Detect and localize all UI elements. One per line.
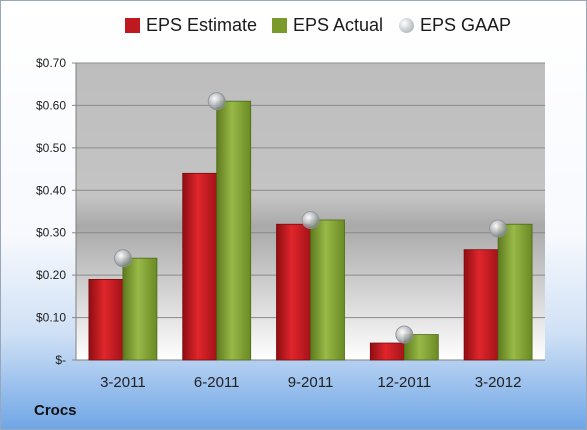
y-tick-label: $0.40 <box>36 183 66 197</box>
bar-eps-actual <box>216 100 252 361</box>
legend-swatch-estimate <box>125 18 140 33</box>
y-tick-label: $0.70 <box>36 56 66 70</box>
legend-label-estimate: EPS Estimate <box>146 15 258 35</box>
bar-eps-estimate <box>88 278 124 361</box>
x-tick-label: 9-2011 <box>288 374 334 391</box>
y-tick-label: $0.20 <box>36 268 66 282</box>
bar-eps-actual <box>122 257 158 361</box>
marker-eps-gaap <box>114 249 132 268</box>
y-tick-label: $0.10 <box>36 311 66 325</box>
marker-eps-gaap <box>395 325 414 344</box>
legend-swatch-actual <box>272 18 287 33</box>
bar-eps-actual <box>310 219 345 361</box>
bar-eps-estimate <box>369 342 405 361</box>
marker-eps-gaap <box>207 92 226 111</box>
x-tick-label: 3-2011 <box>100 374 146 391</box>
legend-label-actual: EPS Actual <box>293 15 384 35</box>
legend-item-actual: EPS Actual <box>272 15 383 36</box>
y-tick-label: $0.60 <box>36 98 66 112</box>
y-tick-label: $- <box>55 353 66 367</box>
legend-item-gaap: EPS GAAP <box>399 15 511 36</box>
marker-eps-gaap <box>489 219 508 238</box>
bar-eps-estimate <box>182 172 218 361</box>
x-tick-label: 12-2011 <box>377 374 431 391</box>
bar-eps-actual <box>497 223 533 361</box>
legend-marker-gaap-icon <box>399 18 414 33</box>
bar-eps-estimate <box>463 249 499 361</box>
y-tick-label: $0.50 <box>36 141 66 155</box>
x-tick-label: 3-2012 <box>475 374 522 391</box>
legend-item-estimate: EPS Estimate <box>125 15 257 36</box>
legend: EPS Estimate EPS Actual EPS GAAP <box>1 15 586 43</box>
legend-label-gaap: EPS GAAP <box>420 15 512 35</box>
x-tick-label: 6-2011 <box>194 374 240 391</box>
y-tick-label: $0.30 <box>36 226 66 240</box>
marker-eps-gaap <box>301 211 320 229</box>
bar-eps-estimate <box>276 223 311 361</box>
company-name: Crocs <box>34 402 77 419</box>
